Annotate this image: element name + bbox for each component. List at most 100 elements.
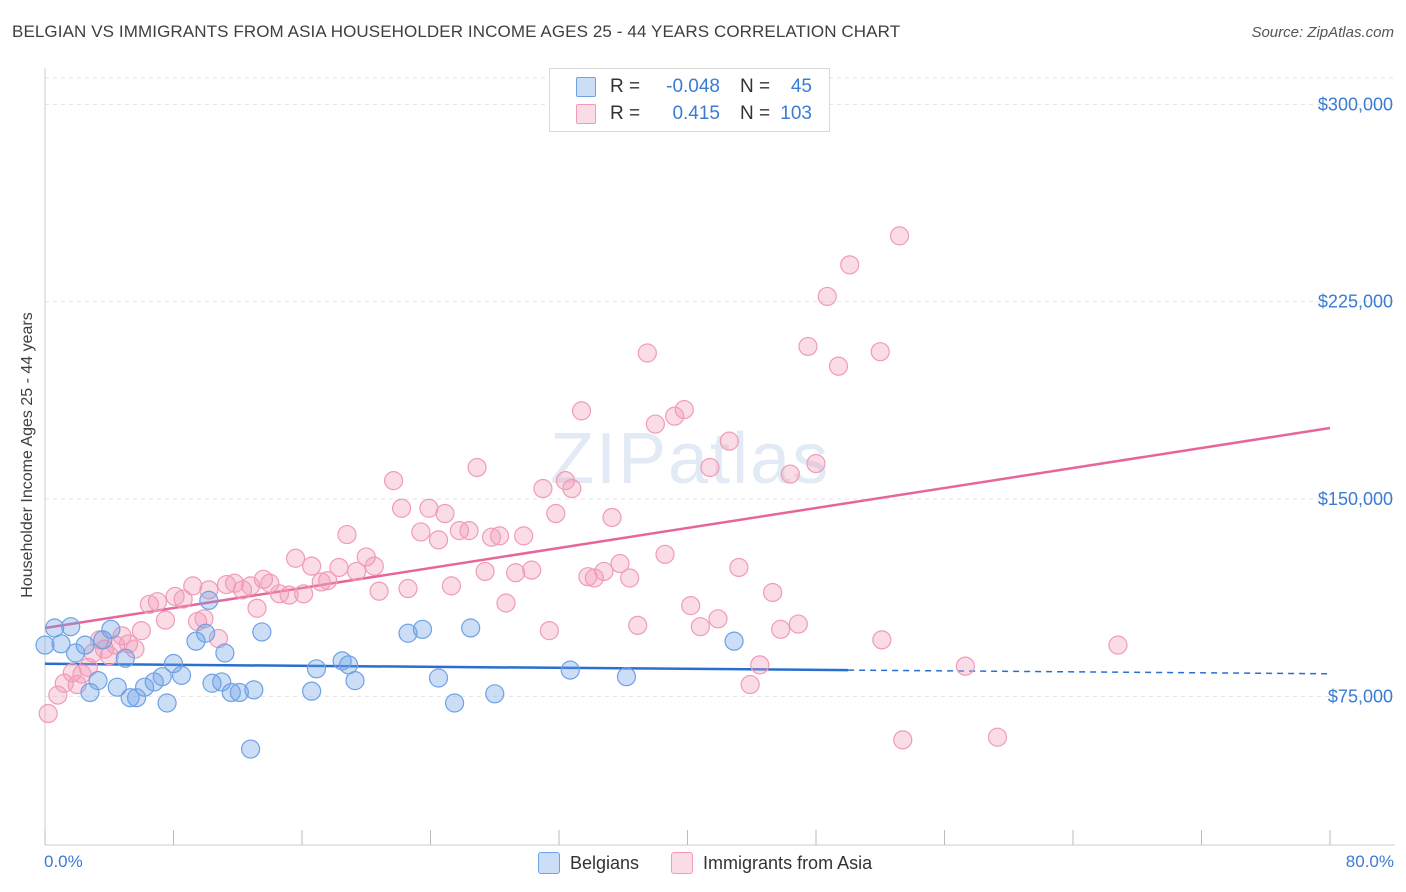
- belgian-point: [75, 635, 95, 655]
- asia-point: [665, 406, 685, 426]
- y-tick-label: $75,000: [1328, 686, 1393, 706]
- belgian-point: [93, 630, 113, 650]
- asia-point: [729, 557, 749, 578]
- legend-swatch-pink: [576, 104, 596, 124]
- asia-point: [467, 457, 487, 478]
- asia-point: [571, 401, 592, 421]
- belgian-point: [126, 688, 147, 708]
- legend-n-label: N =: [740, 103, 771, 124]
- asia-point: [475, 561, 495, 582]
- belgian-point: [345, 671, 365, 691]
- asia-point: [48, 685, 68, 705]
- asia-point: [562, 478, 582, 499]
- legend-n-value: 45: [790, 76, 812, 97]
- asia-point: [719, 431, 739, 451]
- y-tick-label: $300,000: [1318, 94, 1393, 114]
- watermark-atlas: atlas: [668, 419, 831, 499]
- asia-point: [763, 582, 783, 603]
- legend-row-asia: R = 0.415 N = 103: [550, 102, 812, 126]
- legend-item-asia[interactable]: Immigrants from Asia: [671, 852, 872, 874]
- asia-point: [700, 457, 720, 478]
- asia-point: [780, 464, 800, 484]
- watermark-zip: ZIP: [550, 419, 669, 499]
- asia-point: [771, 619, 791, 639]
- asia-point: [893, 730, 913, 750]
- y-tick-label: $150,000: [1318, 489, 1393, 509]
- belgian-point: [398, 623, 418, 643]
- asia-point: [539, 621, 559, 641]
- asia-point: [194, 609, 214, 629]
- belgian-point: [412, 619, 433, 639]
- y-tick-label: $225,000: [1318, 292, 1393, 312]
- asia-point: [428, 530, 449, 550]
- asia-point: [398, 578, 418, 599]
- source-credit: Source: ZipAtlas.com: [1251, 24, 1394, 41]
- asia-point: [78, 657, 98, 678]
- asia-point: [750, 655, 770, 675]
- asia-point: [318, 571, 338, 591]
- asia-point: [391, 498, 412, 518]
- asia-point: [674, 399, 694, 420]
- belgian-point: [461, 618, 481, 638]
- belgian-point: [186, 631, 206, 651]
- belgian-point: [244, 680, 264, 700]
- x-tick-max: 80.0%: [1345, 852, 1394, 871]
- asia-point: [118, 634, 139, 654]
- belgian-point: [120, 688, 140, 708]
- asia-point: [183, 576, 203, 596]
- asia-point: [199, 580, 219, 600]
- asia-point: [1108, 635, 1128, 655]
- belgian-point: [444, 693, 465, 713]
- y-axis-label: Householder Income Ages 25 - 44 years: [19, 312, 36, 598]
- belgian-point: [202, 673, 222, 693]
- belgian-point: [229, 682, 249, 703]
- asia-point: [435, 503, 455, 524]
- belgian-point: [252, 622, 272, 642]
- asia-point: [645, 414, 665, 434]
- belgian-point: [212, 672, 232, 692]
- belgian-point: [152, 667, 172, 687]
- asia-point: [337, 524, 357, 545]
- belgian-point: [65, 643, 86, 663]
- asia-point: [347, 561, 367, 582]
- asia-point: [872, 630, 892, 650]
- asia-point: [489, 526, 510, 546]
- asia-point: [147, 592, 168, 612]
- asia-point: [279, 585, 299, 605]
- asia-point: [294, 584, 314, 604]
- belgian-point: [560, 660, 580, 680]
- belgian-point: [35, 635, 55, 655]
- asia-point: [155, 610, 176, 630]
- asia-point: [459, 521, 479, 541]
- asia-point: [840, 255, 860, 275]
- asia-point: [441, 576, 461, 596]
- asia-point: [247, 598, 267, 618]
- asia-point: [449, 521, 470, 541]
- belgian-point: [215, 643, 235, 663]
- asia-point: [496, 593, 516, 613]
- belgian-point: [485, 684, 505, 704]
- belgian-point: [196, 623, 216, 643]
- legend-label-belgians: Belgians: [570, 852, 640, 873]
- asia-point: [740, 674, 760, 695]
- belgian-point: [157, 693, 177, 713]
- asia-point: [584, 568, 604, 588]
- asia-point: [555, 471, 576, 491]
- legend-item-belgians[interactable]: Belgians: [538, 852, 639, 874]
- belgian-point: [101, 619, 121, 639]
- legend-r-value: -0.048: [666, 76, 720, 97]
- asia-point: [369, 581, 389, 601]
- legend-swatch-asia: [671, 852, 694, 874]
- asia-point: [828, 356, 849, 376]
- asia-point: [637, 343, 657, 363]
- asia-point: [610, 553, 630, 574]
- asia-point: [655, 544, 675, 564]
- asia-point: [411, 522, 431, 542]
- asia-point: [546, 503, 566, 524]
- belgian-point: [115, 648, 135, 668]
- asia-point: [514, 526, 534, 546]
- asia-point: [987, 727, 1008, 747]
- asia-point: [628, 615, 648, 635]
- asia-point: [522, 560, 542, 580]
